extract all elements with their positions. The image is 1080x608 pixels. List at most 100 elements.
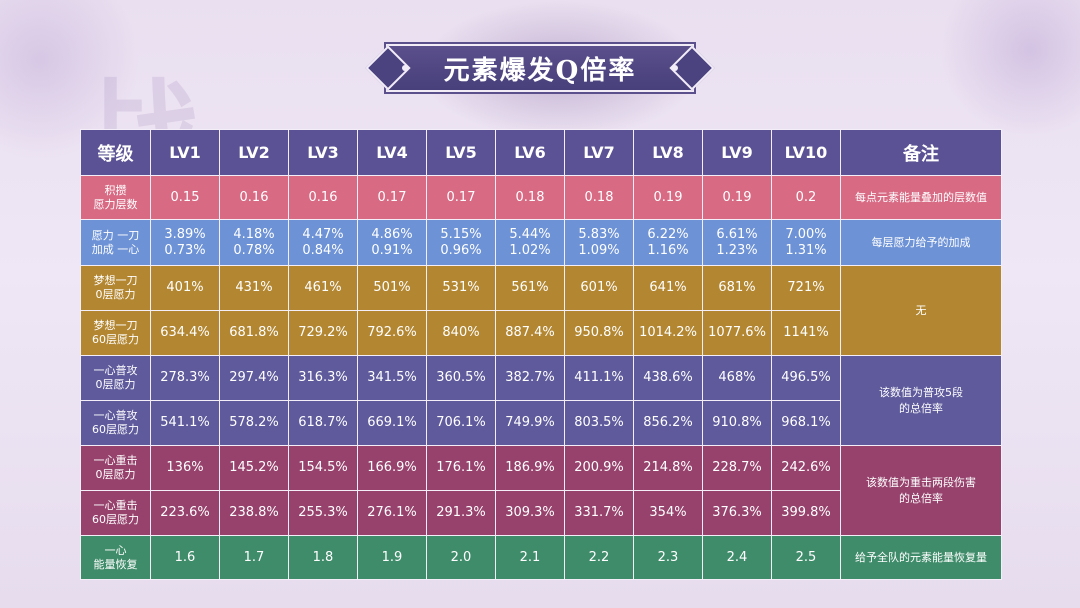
value-cell: 3.89% 0.73%	[150, 219, 220, 266]
row-label-line1: 一心重击	[93, 499, 138, 512]
value-cell: 7.00% 1.31%	[771, 219, 841, 266]
note-cell-musou: 无	[840, 265, 1002, 356]
row-label: 一心 能量恢复	[80, 535, 151, 580]
value-cell: 278.3%	[150, 355, 220, 401]
value-cell: 669.1%	[357, 400, 427, 446]
value-cell: 1014.2%	[633, 310, 703, 356]
row-label-line1: 梦想一刀	[93, 319, 138, 332]
value-cell: 200.9%	[564, 445, 634, 491]
row-label: 一心重击 0层愿力	[80, 445, 151, 491]
value-cell: 1141%	[771, 310, 841, 356]
value-line: 4.86%	[371, 226, 413, 242]
value-cell: 186.9%	[495, 445, 565, 491]
accumulate-resolve-row: 积攒 愿力层数 0.15 0.16 0.16 0.17 0.17 0.18 0.18 0.19 0.…	[80, 175, 1002, 220]
value-cell: 238.8%	[219, 490, 289, 536]
resolve-bonus-row: 愿力 一刀 加成 一心 3.89% 0.73% 4.18% 0.78% 4.47% 0.84%…	[80, 219, 1002, 266]
value-cell: 0.19	[633, 175, 703, 220]
header-lv8: LV8	[633, 129, 703, 176]
note-line2: 的总倍率	[899, 401, 943, 415]
row-label-line2: 0层愿力	[95, 468, 136, 481]
charged-0-row: 一心重击 0层愿力 136% 145.2% 154.5% 166.9% 176.1% 186.…	[80, 445, 1002, 536]
value-cell: 0.16	[288, 175, 358, 220]
value-cell: 1.6	[150, 535, 220, 580]
value-cell: 145.2%	[219, 445, 289, 491]
title-dot-right	[672, 65, 678, 71]
value-cell: 950.8%	[564, 310, 634, 356]
header-lv6: LV6	[495, 129, 565, 176]
value-cell: 154.5%	[288, 445, 358, 491]
note-cell-charged-attack: 该数值为重击两段伤害 的总倍率	[840, 445, 1002, 536]
value-cell: 1.7	[219, 535, 289, 580]
value-cell: 681%	[702, 265, 772, 311]
value-cell: 354%	[633, 490, 703, 536]
row-label-line1: 愿力 一刀	[91, 228, 140, 242]
value-cell: 641%	[633, 265, 703, 311]
value-cell: 316.3%	[288, 355, 358, 401]
row-label-line1: 一心普攻	[93, 364, 138, 377]
value-cell: 856.2%	[633, 400, 703, 446]
header-lv2: LV2	[219, 129, 289, 176]
value-line: 0.84%	[302, 242, 344, 258]
title-plate: 元素爆发Q倍率	[386, 44, 694, 92]
row-label: 愿力 一刀 加成 一心	[80, 219, 151, 266]
value-cell: 468%	[702, 355, 772, 401]
value-cell: 561%	[495, 265, 565, 311]
value-cell: 136%	[150, 445, 220, 491]
value-cell: 0.2	[771, 175, 841, 220]
value-cell: 341.5%	[357, 355, 427, 401]
value-cell: 0.17	[357, 175, 427, 220]
burst-multiplier-table: 等级 LV1 LV2 LV3 LV4 LV5 LV6 LV7 LV8 LV9 L…	[80, 129, 1002, 580]
value-cell: 242.6%	[771, 445, 841, 491]
value-cell: 2.1	[495, 535, 565, 580]
value-cell: 721%	[771, 265, 841, 311]
row-label: 积攒 愿力层数	[80, 175, 151, 220]
value-cell: 496.5%	[771, 355, 841, 401]
value-cell: 228.7%	[702, 445, 772, 491]
value-cell: 729.2%	[288, 310, 358, 356]
charged-60-row: 一心重击 60层愿力 223.6% 238.8% 255.3% 276.1% 291.3% 3…	[80, 490, 1002, 536]
value-cell: 1.8	[288, 535, 358, 580]
value-line: 1.31%	[785, 242, 827, 258]
value-cell: 438.6%	[633, 355, 703, 401]
value-cell: 309.3%	[495, 490, 565, 536]
normal-0-row: 一心普攻 0层愿力 278.3% 297.4% 316.3% 341.5% 360.5% 38…	[80, 355, 1002, 446]
value-cell: 0.16	[219, 175, 289, 220]
value-cell: 401%	[150, 265, 220, 311]
value-line: 6.61%	[716, 226, 758, 242]
value-cell: 166.9%	[357, 445, 427, 491]
header-lv9: LV9	[702, 129, 772, 176]
value-cell: 792.6%	[357, 310, 427, 356]
musou-0-row: 梦想一刀 0层愿力 401% 431% 461% 501% 531% 561% 601% 641%…	[80, 265, 1002, 356]
flower-decoration-right	[940, 0, 1080, 140]
note-cell: 每层愿力给予的加成	[840, 219, 1002, 266]
value-cell: 1077.6%	[702, 310, 772, 356]
header-lv4: LV4	[357, 129, 427, 176]
value-cell: 634.4%	[150, 310, 220, 356]
value-cell: 887.4%	[495, 310, 565, 356]
value-cell: 501%	[357, 265, 427, 311]
value-cell: 331.7%	[564, 490, 634, 536]
row-label-line2: 0层愿力	[95, 378, 136, 391]
title-banner: 元素爆发Q倍率	[368, 40, 712, 96]
row-label-line2: 0层愿力	[95, 288, 136, 301]
value-line: 0.91%	[371, 242, 413, 258]
header-level-label: 等级	[97, 143, 134, 165]
value-cell: 706.1%	[426, 400, 496, 446]
header-lv1: LV1	[150, 129, 220, 176]
note-cell: 每点元素能量叠加的层数值	[840, 175, 1002, 220]
value-cell: 4.86% 0.91%	[357, 219, 427, 266]
row-label: 一心普攻 0层愿力	[80, 355, 151, 401]
value-cell: 910.8%	[702, 400, 772, 446]
value-cell: 4.47% 0.84%	[288, 219, 358, 266]
value-cell: 382.7%	[495, 355, 565, 401]
row-label-line1: 梦想一刀	[93, 274, 138, 287]
value-cell: 399.8%	[771, 490, 841, 536]
value-line: 0.73%	[164, 242, 206, 258]
row-label: 一心普攻 60层愿力	[80, 400, 151, 446]
value-line: 5.44%	[509, 226, 551, 242]
value-cell: 223.6%	[150, 490, 220, 536]
value-cell: 2.5	[771, 535, 841, 580]
value-cell: 840%	[426, 310, 496, 356]
note-line1: 该数值为普攻5段	[879, 385, 963, 399]
value-cell: 291.3%	[426, 490, 496, 536]
